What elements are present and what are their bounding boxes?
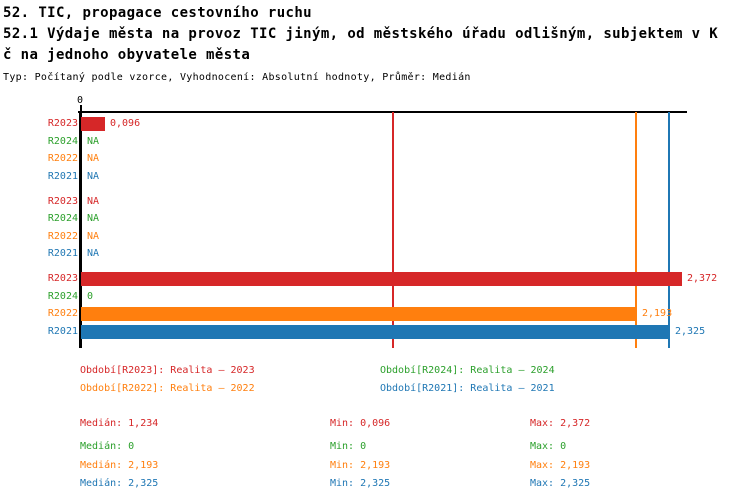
year-label: R2021	[47, 170, 78, 182]
year-label: R2024	[47, 213, 78, 224]
bar-value-label: NA	[87, 248, 100, 259]
stat-max-r2022: Max: 2,193	[530, 460, 591, 471]
header: 52. TIC, propagace cestovního ruchu 52.1…	[3, 3, 750, 85]
bar-value-label: NA	[87, 153, 100, 164]
stat-min-r2021: Min: 2,325	[330, 478, 391, 489]
stat-min-r2022: Min: 2,193	[330, 460, 391, 471]
year-label: R2021	[47, 248, 78, 259]
bar-value-label: NA	[87, 170, 100, 182]
year-label: R2022	[47, 153, 78, 164]
year-label: R2023	[47, 118, 78, 129]
bar-value-label: NA	[87, 230, 100, 242]
stat-max-r2023: Max: 2,372	[530, 418, 591, 429]
stat-median-r2023: Medián: 1,234	[80, 418, 159, 429]
bar-value-label: NA	[87, 213, 100, 224]
chart-group-title: 52. TIC, propagace cestovního ruchu	[3, 5, 313, 21]
year-label: R2021	[47, 325, 78, 337]
year-label: R2024	[47, 290, 78, 302]
bar-value-label: NA	[87, 195, 100, 207]
stat-min-r2023: Min: 0,096	[330, 418, 391, 429]
stat-median-r2021: Medián: 2,325	[80, 478, 159, 489]
median-line-r2022	[635, 112, 637, 348]
chart-title-line2: č na jednoho obyvatele města	[3, 47, 251, 63]
legend-item-r2024: Období[R2024]: Realita – 2024	[380, 365, 555, 376]
x-axis-line	[78, 111, 687, 113]
bar-value-label: NA	[87, 135, 100, 147]
year-label: R2022	[47, 230, 78, 242]
legend-item-r2022: Období[R2022]: Realita – 2022	[80, 383, 255, 394]
legend-item-r2021: Období[R2021]: Realita – 2021	[380, 383, 555, 394]
year-label: R2022	[47, 308, 78, 319]
stat-max-r2024: Max: 0	[530, 441, 567, 452]
bar-value-label: 0	[87, 290, 94, 302]
chart-bar	[81, 272, 682, 286]
chart-meta: Typ: Počítaný podle vzorce, Vyhodnocení:…	[3, 72, 471, 83]
year-label: R2024	[47, 135, 78, 147]
median-line-r2023	[392, 112, 394, 348]
chart-bar	[81, 117, 105, 131]
year-label: R2023	[47, 273, 78, 284]
bar-value-label: 2,193	[642, 308, 673, 319]
chart-title-line1: 52.1 Výdaje města na provoz TIC jiným, o…	[3, 26, 719, 42]
x-axis-origin-label: 0	[76, 95, 84, 106]
year-label: R2023	[47, 195, 78, 207]
stat-max-r2021: Max: 2,325	[530, 478, 591, 489]
stat-min-r2024: Min: 0	[330, 441, 367, 452]
stat-median-r2024: Medián: 0	[80, 441, 135, 452]
bar-value-label: 0,096	[110, 118, 141, 129]
legend-item-r2023: Období[R2023]: Realita – 2023	[80, 365, 255, 376]
bar-value-label: 2,325	[675, 325, 706, 337]
y-axis-line	[79, 111, 82, 348]
chart-bar	[81, 324, 670, 339]
chart-bar	[81, 307, 637, 321]
median-line-r2021	[668, 112, 670, 348]
stat-median-r2022: Medián: 2,193	[80, 460, 159, 471]
bar-value-label: 2,372	[687, 273, 718, 284]
x-axis-tick	[80, 105, 82, 112]
